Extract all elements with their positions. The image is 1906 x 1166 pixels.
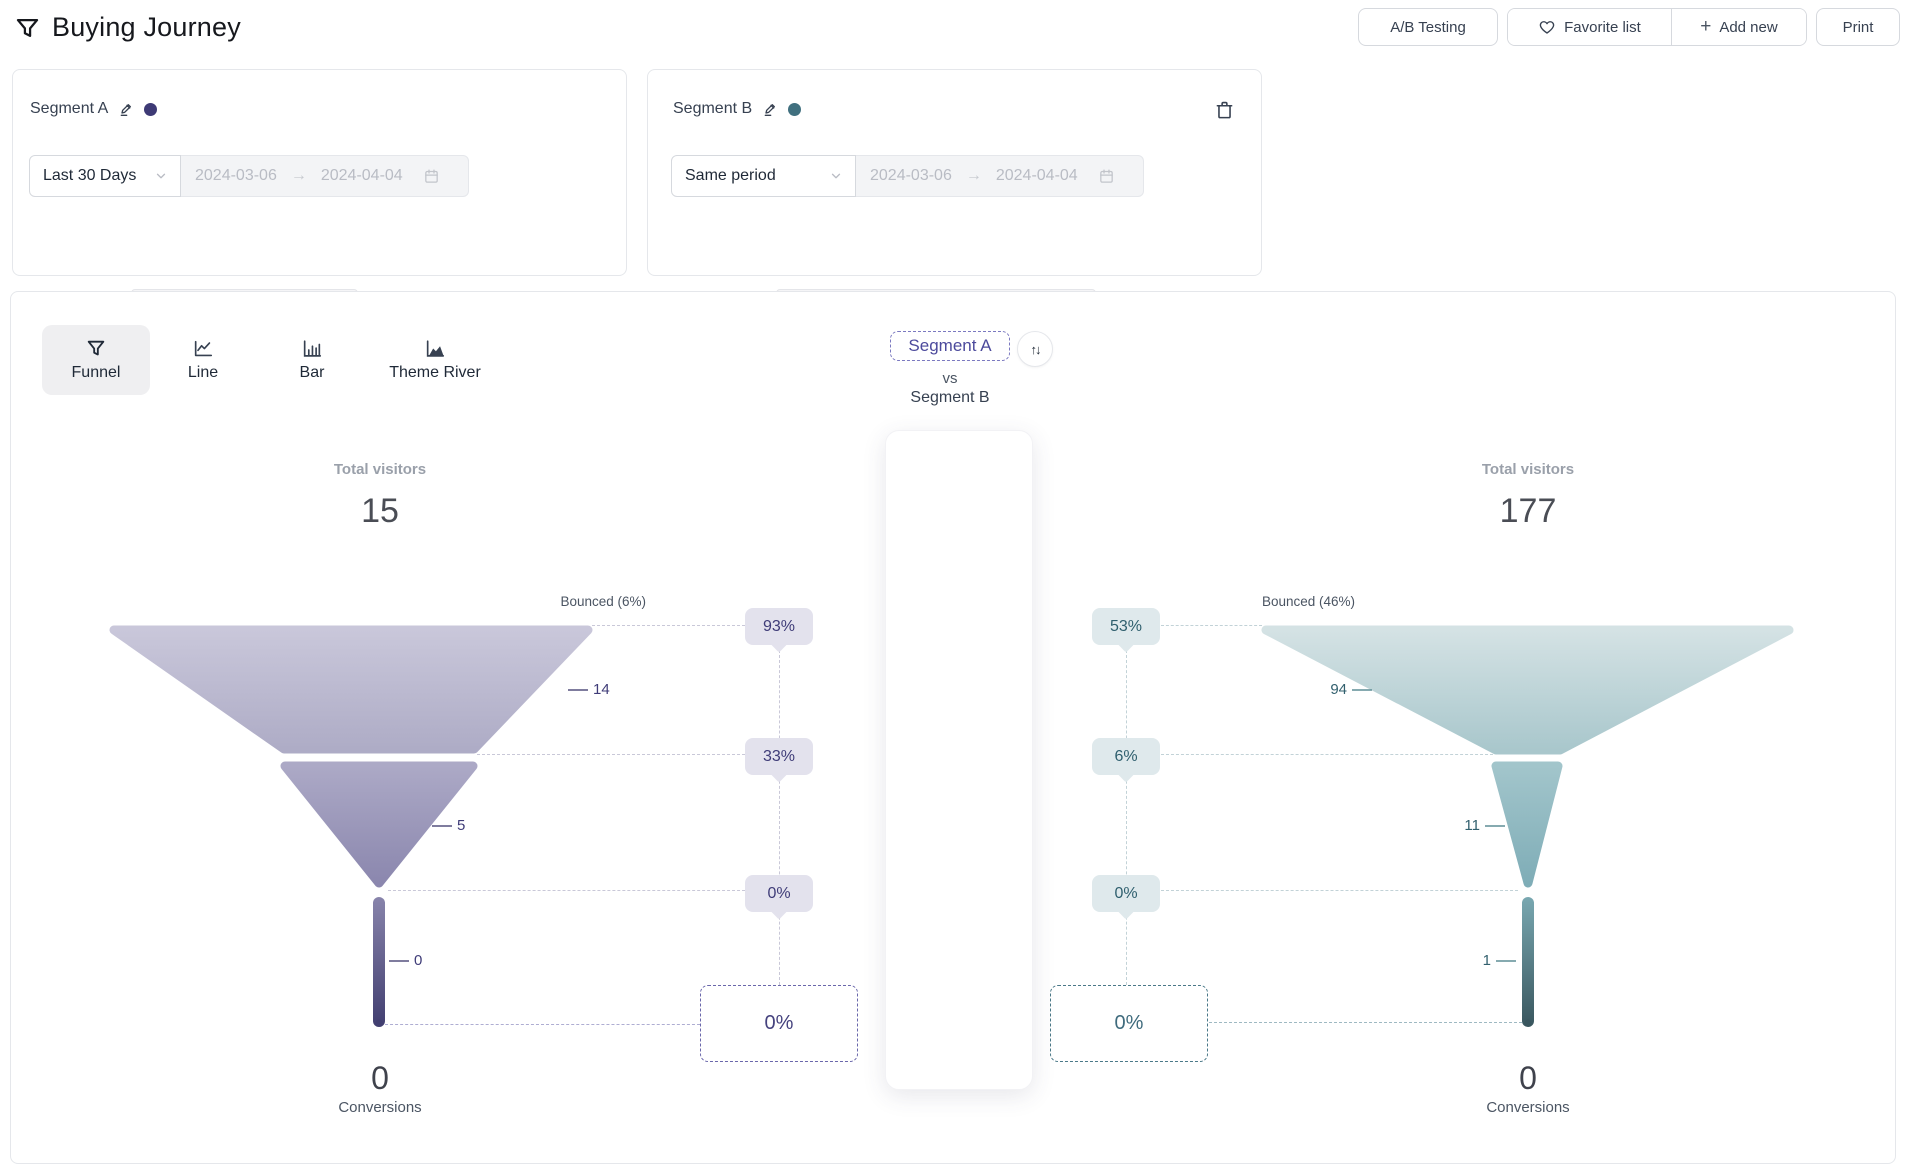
conversion-rate-box-a: 0% [700, 985, 858, 1062]
print-button[interactable]: Print [1816, 8, 1900, 46]
date-arrow-icon: → [965, 167, 982, 184]
stage-value-a-awareness: 14 [593, 681, 610, 698]
segment-b-period-value: Same period [685, 167, 776, 184]
calendar-icon [1098, 168, 1115, 185]
awareness-rate-badge-a: 93% [745, 608, 813, 645]
segment-b-card: Segment B Same period 2024-03-06 → 2024-… [647, 69, 1262, 319]
edit-pencil-icon[interactable] [118, 101, 134, 117]
bounced-label-b: Bounced (46%) [1262, 594, 1356, 609]
stage-value-b-consideration: 11 [1464, 817, 1480, 834]
total-visitors-label-b: Total visitors [1481, 461, 1575, 478]
dashed-connector [1161, 890, 1518, 891]
tab-line-label: Line [187, 364, 219, 381]
chevron-down-icon [154, 169, 168, 183]
segment-a-date-start: 2024-03-06 [195, 167, 277, 184]
add-new-label: Add new [1719, 18, 1778, 36]
decision-rate-badge-a: 0% [745, 875, 813, 912]
favorite-list-label: Favorite list [1564, 18, 1641, 36]
funnel-title-icon [14, 15, 41, 42]
segment-selector-secondary[interactable]: Segment B [910, 389, 990, 406]
dashed-connector [1126, 650, 1127, 985]
tab-theme-river-label: Theme River [389, 364, 481, 381]
segment-b-date-start: 2024-03-06 [870, 167, 952, 184]
tab-funnel-label: Funnel [71, 364, 121, 381]
conversions-label-b: Conversions [1486, 1099, 1570, 1116]
dashed-connector [1161, 625, 1262, 626]
vs-label: vs [942, 370, 958, 387]
segment-b-name: Segment B [673, 100, 753, 117]
conversion-rate-box-b: 0% [1050, 985, 1208, 1062]
total-visitors-value-b: 177 [1499, 492, 1557, 530]
tab-bar[interactable]: Bar [272, 325, 352, 395]
tab-line[interactable]: Line [160, 325, 246, 395]
segment-b-date-range[interactable]: 2024-03-06 → 2024-04-04 [856, 155, 1144, 197]
favorite-addnew-group: Favorite list + Add new [1507, 8, 1807, 46]
stage-value-a-decision: 0 [414, 952, 423, 969]
segment-selector-primary[interactable]: Segment A [890, 331, 1010, 361]
tab-funnel[interactable]: Funnel [42, 325, 150, 395]
print-label: Print [1842, 18, 1874, 36]
ab-testing-button[interactable]: A/B Testing [1358, 8, 1498, 46]
swap-segments-button[interactable]: ↑↓ [1017, 331, 1053, 367]
tab-theme-river[interactable]: Theme River [360, 325, 510, 395]
dashed-connector [779, 650, 780, 985]
dashed-connector [388, 890, 745, 891]
delete-segment-trash-icon[interactable] [1215, 100, 1234, 121]
dashed-connector [1161, 754, 1493, 755]
comparison-panel [885, 430, 1033, 1090]
page-title: Buying Journey [52, 12, 241, 42]
conversions-value-a: 0 [371, 1060, 389, 1096]
stage-value-b-awareness: 94 [1330, 681, 1347, 698]
dashed-connector [477, 754, 745, 755]
stage-value-a-consideration: 5 [457, 817, 466, 834]
bounced-label-a: Bounced (6%) [560, 594, 646, 609]
segment-a-date-end: 2024-04-04 [320, 167, 403, 184]
segment-a-period-select[interactable]: Last 30 Days [29, 155, 181, 197]
tab-bar-label: Bar [299, 364, 325, 381]
edit-pencil-icon[interactable] [762, 101, 778, 117]
dashed-connector [385, 1024, 700, 1025]
segment-a-period-value: Last 30 Days [43, 167, 137, 184]
swap-arrows-icon: ↑↓ [1030, 341, 1042, 357]
stage-value-b-decision: 1 [1482, 952, 1491, 969]
heart-icon [1538, 18, 1556, 36]
segment-a-color-dot [144, 102, 158, 116]
segment-selector-primary-label: Segment A [908, 336, 992, 355]
conversions-value-b: 0 [1519, 1060, 1537, 1096]
add-new-button[interactable]: + Add new [1670, 9, 1806, 45]
chevron-down-icon [829, 169, 843, 183]
conversions-label-a: Conversions [338, 1099, 422, 1116]
segment-a-name: Segment A [30, 100, 109, 117]
dashed-connector [592, 625, 745, 626]
segment-b-date-end: 2024-04-04 [995, 167, 1078, 184]
decision-rate-badge-b: 0% [1092, 875, 1160, 912]
awareness-rate-badge-b: 53% [1092, 608, 1160, 645]
dashed-connector [1209, 1022, 1522, 1023]
consideration-rate-badge-b: 6% [1092, 738, 1160, 775]
plus-icon: + [1700, 16, 1712, 37]
consideration-rate-badge-a: 33% [745, 738, 813, 775]
calendar-icon [423, 168, 440, 185]
favorite-list-button[interactable]: Favorite list [1508, 9, 1671, 45]
segment-b-color-dot [788, 102, 802, 116]
total-visitors-label-a: Total visitors [333, 461, 427, 478]
segment-a-date-range[interactable]: 2024-03-06 → 2024-04-04 [181, 155, 469, 197]
segment-a-card: Segment A Last 30 Days 2024-03-06 → 2024… [12, 69, 627, 319]
segment-b-period-select[interactable]: Same period [671, 155, 856, 197]
ab-testing-label: A/B Testing [1390, 18, 1466, 36]
date-arrow-icon: → [290, 167, 307, 184]
total-visitors-value-a: 15 [361, 492, 399, 530]
